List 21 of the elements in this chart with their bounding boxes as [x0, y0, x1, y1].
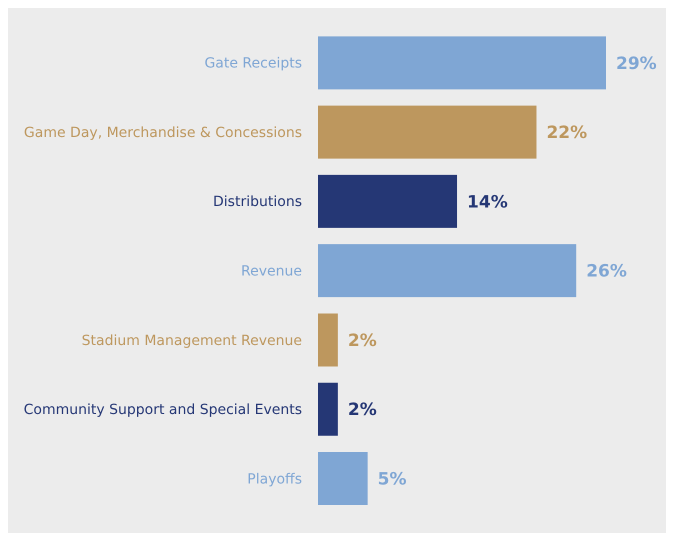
y-tick-label: Playoffs: [247, 471, 302, 488]
y-tick-label: Gate Receipts: [204, 56, 302, 72]
y-tick-label: Revenue: [241, 264, 302, 280]
bar: [318, 452, 368, 506]
y-tick-label: Stadium Management Revenue: [82, 332, 302, 349]
data-label: 14%: [467, 192, 508, 212]
data-label: 2%: [348, 330, 377, 351]
data-label: 22%: [546, 123, 588, 144]
y-tick-label: Community Support and Special Events: [24, 402, 302, 418]
data-label: 2%: [348, 400, 377, 420]
bar: [318, 106, 536, 159]
data-label: 29%: [616, 54, 657, 74]
y-tick-label: Distributions: [213, 194, 302, 210]
bar: [318, 313, 338, 366]
data-label: 26%: [586, 262, 627, 282]
bar: [318, 174, 458, 228]
y-tick-label: Game Day, Merchandise & Concessions: [24, 124, 302, 141]
bar: [318, 382, 338, 436]
bar: [318, 244, 576, 298]
bar: [318, 36, 606, 90]
data-label: 5%: [378, 470, 407, 490]
